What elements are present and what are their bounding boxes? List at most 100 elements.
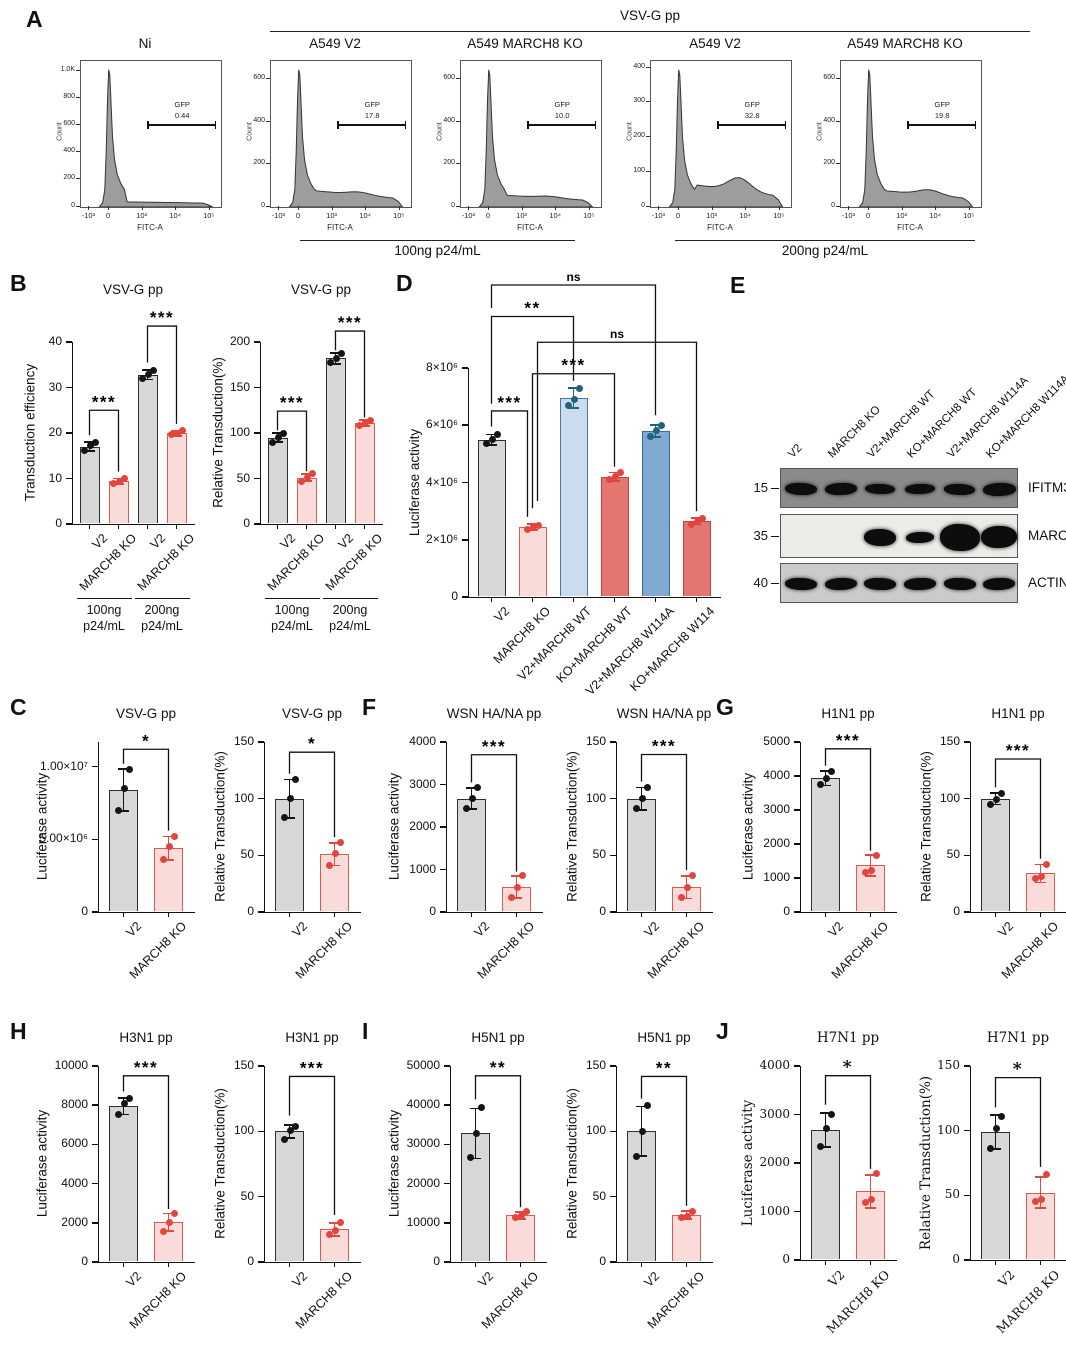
y-tick-label: 0 (782, 1252, 790, 1266)
bar-v2 (275, 1131, 304, 1261)
x-tick-mark (531, 597, 534, 602)
y-tick-mark (794, 809, 800, 811)
data-point (304, 474, 311, 482)
y-tick-mark (254, 477, 260, 480)
flow-xtick-mark (711, 206, 713, 210)
x-category-label: V2 (123, 1269, 145, 1290)
x-category-label: V2 (994, 1267, 1018, 1290)
chart-b-relative-transduction: VSV-G pp Relative Transduction(%) 0 50 100 15… (211, 282, 392, 644)
significance-label: *** (300, 1058, 324, 1077)
x-tick-mark (470, 912, 473, 917)
significance-bracket (146, 325, 178, 424)
bar-v2 (981, 1131, 1010, 1259)
y-tick-mark (92, 838, 98, 841)
flow-xtick-mark (141, 206, 143, 210)
data-point (993, 1124, 1000, 1132)
data-point (828, 768, 835, 776)
data-point (489, 436, 496, 444)
error-bar-cap-top (990, 1114, 1001, 1117)
y-tick-mark (258, 1130, 264, 1133)
y-tick-label: 100 (233, 1123, 254, 1138)
significance-brackets: *** (994, 741, 1042, 859)
flow-plot-box (840, 60, 982, 208)
y-tick-mark (440, 783, 446, 786)
plot-axes (260, 342, 383, 525)
data-point (160, 1227, 167, 1235)
data-point (332, 849, 339, 857)
y-tick-mark (444, 1143, 450, 1146)
chart-j-relative: H7N1 pp Relative Transduction(%) 0 50 100 150… (918, 1030, 1066, 1368)
data-point (150, 366, 157, 374)
significance-bracket (824, 1075, 872, 1169)
flow-xtick-label: 0 (295, 211, 301, 220)
data-point (612, 473, 619, 481)
significance-brackets: * (122, 731, 170, 831)
error-bar-cap-top (272, 432, 283, 434)
flow-plot-3: A549 V2 Count 0 100 200 300 400 GFP 32.8 -10³ 0 10³… (605, 36, 795, 248)
data-point (275, 434, 282, 442)
error-bar-cap-bottom (865, 1206, 876, 1209)
data-point (292, 775, 299, 783)
bar-v2 (981, 798, 1010, 911)
flow-ytick-mark (456, 78, 460, 80)
data-point (653, 427, 660, 435)
data-point (160, 856, 167, 864)
chart-f-luciferase: WSN HA/NA pp Luciferase activity 0 1000 2000… (387, 706, 552, 1032)
gfp-gate-cap-left (337, 121, 339, 130)
data-point (174, 429, 181, 437)
error-bar-cap-top (142, 369, 153, 372)
error-bar-cap-bottom (681, 897, 692, 900)
y-tick-mark (610, 1065, 616, 1067)
data-point (326, 862, 333, 870)
error-bar-cap-bottom (1035, 1207, 1046, 1210)
x-tick-mark (519, 1262, 522, 1267)
data-point (121, 1099, 128, 1107)
x-tick-mark (640, 1262, 643, 1267)
y-tick-mark (610, 854, 616, 857)
protein-band (982, 481, 1016, 497)
x-tick-mark (167, 1262, 170, 1267)
y-tick-mark (462, 481, 468, 484)
data-point (1032, 1198, 1039, 1206)
flow-ytick-label: 400 (633, 62, 645, 70)
flow-xtick-mark (745, 206, 747, 210)
y-tick-label: 150 (233, 1058, 254, 1072)
x-tick-mark (824, 912, 827, 917)
panel-e: E V2 MARCH8 KO V2+MARCH8 WT KO+MARCH8 WT V2+… (718, 268, 1066, 688)
x-tick-mark (305, 524, 308, 529)
panel-i-label: I (362, 1018, 369, 1044)
significance-label: *** (561, 356, 585, 375)
flow-xtick-mark (488, 206, 489, 210)
y-tick-label: 50 (944, 1187, 960, 1202)
error-bar-cap-bottom (466, 808, 477, 811)
significance-brackets: *** (824, 731, 872, 851)
data-point (166, 1219, 173, 1227)
error-bar-cap-bottom (650, 435, 661, 438)
chart-title: VSV-G pp (290, 282, 352, 297)
blot-strip-actin (780, 563, 1018, 603)
y-tick-label: 40000 (406, 1097, 440, 1112)
error-bar-cap-top (650, 424, 661, 427)
flow-ytick-label: 600 (443, 74, 455, 82)
y-tick-mark (462, 424, 468, 427)
y-tick-mark (462, 538, 468, 541)
flow-xtick-mark (935, 206, 937, 210)
flow-xtick-label: 10³ (516, 211, 528, 220)
data-point (987, 800, 994, 808)
x-category-label: V2 (475, 1269, 497, 1290)
chart-c-luciferase: VSV-G pp Luciferase activity 0 5.00×10⁶ 1.00… (35, 706, 204, 1032)
data-point (688, 520, 695, 528)
x-tick-mark (824, 1260, 827, 1265)
error-bar-cap-bottom (820, 784, 831, 787)
protein-band (864, 483, 896, 495)
x-category-label: V2 (641, 919, 663, 940)
data-point (823, 1124, 830, 1132)
x-tick-mark (122, 1262, 125, 1267)
error-bar-cap-bottom (511, 897, 522, 899)
flow-ytick-label: 200 (823, 159, 835, 167)
bar-v2-march8-wt (559, 398, 588, 596)
x-tick-mark (994, 912, 997, 917)
error-bar-cap-bottom (163, 1230, 174, 1232)
y-tick-mark (258, 797, 264, 800)
y-tick-mark (440, 911, 446, 913)
